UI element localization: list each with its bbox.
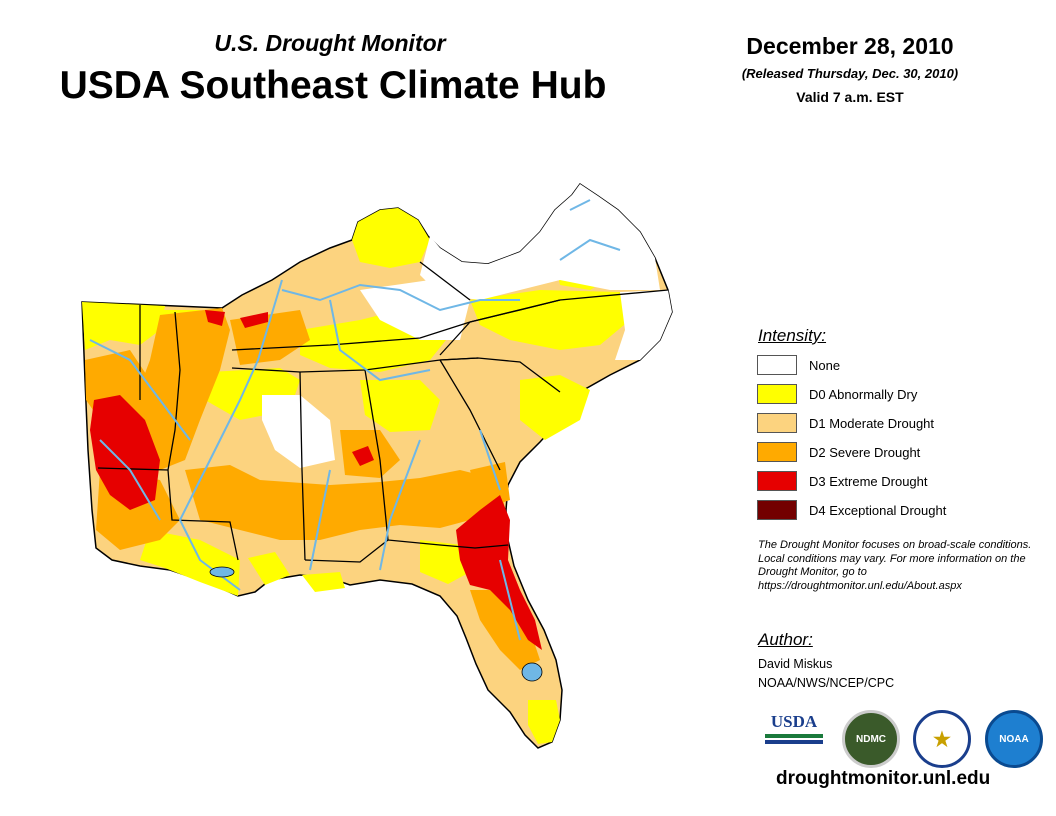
- lake-pontchartrain: [209, 566, 235, 578]
- legend-swatch: [757, 442, 797, 462]
- author-name: David Miskus: [758, 657, 833, 671]
- al-ga-border: [364, 369, 389, 541]
- red-river: [99, 439, 161, 521]
- legend-swatch: [757, 384, 797, 404]
- legend-item: None: [757, 354, 840, 376]
- ndmc-logo[interactable]: NDMC: [842, 710, 900, 768]
- d3-ark-ne: [205, 310, 225, 326]
- page-title: USDA Southeast Climate Hub: [59, 64, 607, 107]
- d0-fl-tip: [528, 700, 560, 744]
- none-ms-central: [262, 395, 335, 468]
- legend-item: D3 Extreme Drought: [757, 470, 928, 492]
- legend-label: D0 Abnormally Dry: [809, 386, 918, 402]
- ky-va-border: [419, 261, 471, 301]
- noaa-logo[interactable]: NOAA: [985, 710, 1043, 768]
- va-nc-border: [469, 289, 669, 323]
- d3-ga-fl-coast: [456, 495, 542, 650]
- d0-nc-coast: [520, 375, 590, 440]
- d3-texas-la-border: [90, 395, 160, 510]
- legend-swatch: [757, 413, 797, 433]
- tombigbee-river: [309, 469, 331, 571]
- d2-arkansas: [135, 308, 230, 470]
- author-org: NOAA/NWS/NCEP/CPC: [758, 676, 895, 690]
- release-date: (Released Thursday, Dec. 30, 2010): [741, 66, 959, 81]
- d3-areas: [90, 310, 542, 650]
- mississippi-river: [178, 279, 283, 591]
- ohio-river: [281, 283, 520, 312]
- legend-item: D4 Exceptional Drought: [757, 499, 946, 521]
- drought-map: [81, 182, 673, 749]
- eagle-icon: ★: [933, 728, 951, 751]
- legend-label: D4 Exceptional Drought: [809, 502, 947, 518]
- st-johns-river: [499, 559, 521, 641]
- d3-alabama-spot: [352, 446, 374, 466]
- none-va-wv: [420, 184, 660, 300]
- map-date: December 28, 2010: [746, 33, 954, 59]
- la-ms-border: [167, 469, 239, 561]
- legend-swatch: [757, 355, 797, 375]
- d0-fl-panhandle: [302, 572, 345, 592]
- disclaimer-note: The Drought Monitor focuses on broad-sca…: [758, 539, 1032, 592]
- lake-okeechobee: [521, 662, 543, 682]
- usda-logo-text: USDA: [770, 712, 818, 731]
- ark-la-border: [97, 467, 169, 471]
- legend-swatch: [757, 471, 797, 491]
- savannah-river: [479, 429, 501, 491]
- usda-logo[interactable]: USDA: [765, 712, 823, 754]
- legend-item: D1 Moderate Drought: [757, 412, 934, 434]
- usda-logo-stripe-2: [765, 740, 823, 744]
- legend-label: D1 Moderate Drought: [809, 415, 935, 431]
- ga-sc-border: [439, 359, 501, 471]
- legend-label: None: [809, 357, 841, 373]
- d0-oklahoma-east: [82, 302, 165, 350]
- noaa-logo-text: NOAA: [999, 733, 1029, 745]
- james-river: [559, 238, 621, 261]
- potomac-river: [569, 199, 591, 211]
- fl-north-border: [304, 539, 509, 563]
- tennessee-river: [329, 299, 431, 382]
- ark-border: [167, 311, 181, 471]
- legend-item: D2 Severe Drought: [757, 441, 920, 463]
- ms-al-border: [299, 371, 306, 561]
- d0-louisiana-south: [140, 530, 240, 596]
- usda-logo-stripe: [765, 734, 823, 738]
- d0-virginia: [470, 290, 630, 350]
- tn-nc-border: [439, 321, 471, 356]
- legend-heading: Intensity:: [758, 326, 827, 345]
- d0-alabama-north: [360, 380, 440, 432]
- valid-time: Valid 7 a.m. EST: [796, 89, 904, 105]
- d3-mo-bootheel: [240, 312, 268, 328]
- legend-label: D2 Severe Drought: [809, 444, 921, 460]
- legend-swatch: [757, 500, 797, 520]
- d0-ms-coast: [248, 552, 290, 585]
- state-borders: [97, 261, 669, 563]
- website-link[interactable]: droughtmonitor.unl.edu: [776, 768, 991, 789]
- ndmc-logo-text: NDMC: [856, 733, 886, 745]
- subtitle: U.S. Drought Monitor: [214, 30, 446, 56]
- d2-mississippi-band: [185, 465, 505, 540]
- none-nc-east: [615, 290, 672, 360]
- chattahoochee-river: [379, 439, 421, 571]
- d0-ga-south: [420, 540, 470, 584]
- rivers: [89, 199, 621, 641]
- author-heading: Author:: [758, 630, 813, 649]
- legend-label: D3 Extreme Drought: [809, 473, 928, 489]
- legend-item: D0 Abnormally Dry: [757, 383, 917, 405]
- nc-sc-border: [439, 357, 561, 393]
- none-tn-east: [360, 280, 470, 340]
- no-drought-areas: [262, 184, 672, 468]
- commerce-seal-icon[interactable]: ★: [913, 710, 971, 768]
- d0-kentucky: [352, 208, 430, 268]
- arkansas-river: [89, 339, 191, 441]
